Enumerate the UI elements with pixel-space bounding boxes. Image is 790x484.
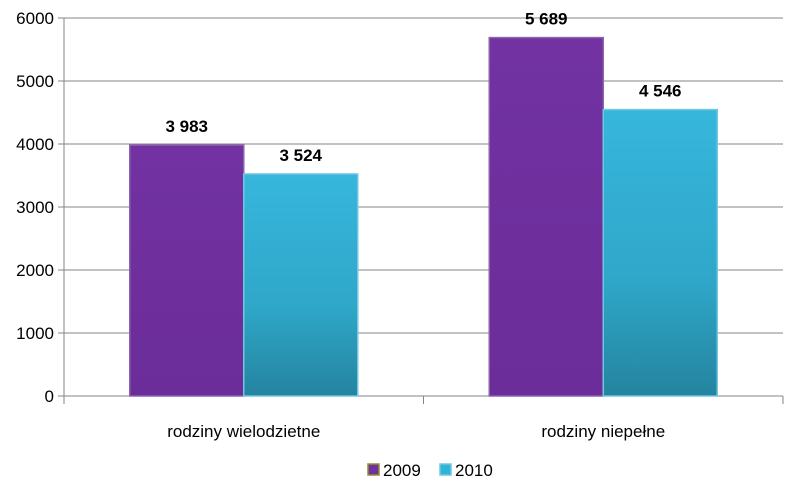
legend-swatch-2009 (367, 463, 380, 476)
x-category-label: rodziny wielodzietne (167, 422, 320, 441)
y-tick-label: 1000 (16, 324, 54, 343)
y-tick-label: 4000 (16, 135, 54, 154)
bar-2010-0 (243, 173, 359, 397)
y-tick-label: 5000 (16, 72, 54, 91)
data-label: 5 689 (525, 10, 568, 29)
x-category-label: rodziny niepełne (541, 422, 665, 441)
bars (129, 36, 718, 397)
bar-2010-1 (602, 108, 718, 397)
y-tick-label: 6000 (16, 9, 54, 28)
bar-2009-1 (488, 36, 604, 397)
bar-2009-0 (129, 144, 245, 397)
y-tick-label: 3000 (16, 198, 54, 217)
data-labels: 3 983 5 689 3 524 4 546 (165, 10, 681, 165)
data-label: 3 983 (165, 117, 208, 136)
data-label: 3 524 (279, 146, 322, 165)
data-label: 4 546 (639, 82, 682, 101)
legend: 2009 2010 (367, 461, 493, 480)
y-tick-label: 2000 (16, 261, 54, 280)
y-tick-label: 0 (45, 387, 54, 406)
legend-label: 2010 (455, 461, 493, 479)
legend-label: 2009 (383, 461, 421, 479)
legend-swatch-2010 (439, 463, 452, 476)
